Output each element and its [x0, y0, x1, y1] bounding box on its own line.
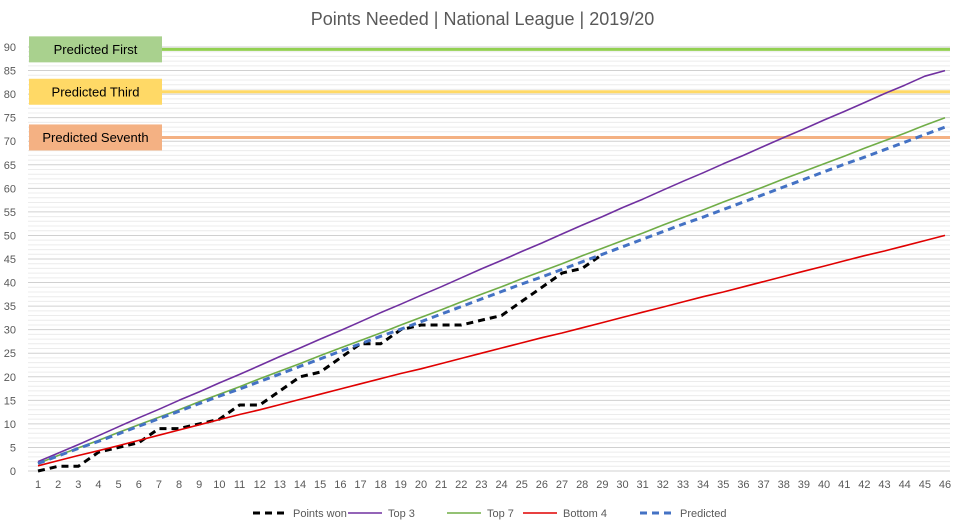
x-tick-label: 35 — [717, 479, 729, 491]
series-line — [37, 125, 946, 465]
y-tick-label: 5 — [10, 442, 16, 454]
x-tick-label: 22 — [455, 479, 467, 491]
x-tick-label: 9 — [196, 479, 202, 491]
x-tick-label: 42 — [858, 479, 870, 491]
y-tick-label: 15 — [4, 395, 16, 407]
x-tick-label: 26 — [536, 479, 548, 491]
x-tick-label: 27 — [556, 479, 568, 491]
x-tick-label: 43 — [878, 479, 890, 491]
x-tick-label: 28 — [576, 479, 588, 491]
series-line — [37, 234, 946, 467]
x-tick-label: 6 — [136, 479, 142, 491]
x-tick-label: 10 — [213, 479, 225, 491]
x-tick-label: 12 — [254, 479, 266, 491]
y-tick-label: 30 — [4, 325, 16, 337]
y-tick-label: 40 — [4, 278, 16, 290]
x-tick-label: 38 — [778, 479, 790, 491]
x-tick-label: 41 — [838, 479, 850, 491]
x-tick-label: 2 — [55, 479, 61, 491]
y-tick-label: 75 — [4, 113, 16, 125]
x-tick-label: 31 — [637, 479, 649, 491]
y-tick-label: 70 — [4, 136, 16, 148]
y-tick-label: 0 — [10, 466, 16, 478]
x-tick-label: 45 — [919, 479, 931, 491]
x-tick-label: 7 — [156, 479, 162, 491]
y-tick-label: 45 — [4, 254, 16, 266]
legend-label: Bottom 4 — [563, 508, 607, 520]
x-tick-label: 37 — [757, 479, 769, 491]
x-tick-label: 46 — [939, 479, 951, 491]
x-tick-label: 24 — [495, 479, 507, 491]
y-tick-label: 50 — [4, 230, 16, 242]
reference-lines: Predicted First Predicted Third Predicted … — [29, 36, 950, 151]
x-tick-label: 21 — [435, 479, 447, 491]
legend-label: Predicted — [680, 508, 726, 520]
x-tick-label: 23 — [475, 479, 487, 491]
gridlines — [28, 46, 950, 472]
y-tick-label: 80 — [4, 89, 16, 101]
legend-label: Top 7 — [487, 508, 514, 520]
x-tick-label: 44 — [899, 479, 911, 491]
legend-label: Points won — [293, 508, 347, 520]
y-tick-label: 25 — [4, 348, 16, 360]
x-tick-label: 30 — [616, 479, 628, 491]
chart-title: Points Needed | National League | 2019/2… — [310, 9, 655, 29]
x-tick-label: 39 — [798, 479, 810, 491]
x-tick-label: 4 — [95, 479, 101, 491]
x-tick-label: 13 — [274, 479, 286, 491]
x-tick-label: 3 — [75, 479, 81, 491]
reference-label-box — [29, 36, 162, 63]
x-tick-label: 20 — [415, 479, 427, 491]
reference-label-box — [29, 78, 162, 105]
reference-label: Predicted Seventh — [42, 130, 148, 145]
x-tick-label: 1 — [35, 479, 41, 491]
x-tick-label: 5 — [116, 479, 122, 491]
x-tick-label: 19 — [395, 479, 407, 491]
y-tick-label: 35 — [4, 301, 16, 313]
x-tick-label: 29 — [596, 479, 608, 491]
x-tick-label: 15 — [314, 479, 326, 491]
y-tick-label: 90 — [4, 42, 16, 54]
x-tick-label: 16 — [334, 479, 346, 491]
x-tick-label: 17 — [354, 479, 366, 491]
series-line — [37, 69, 946, 463]
x-tick-label: 32 — [657, 479, 669, 491]
x-tick-label: 25 — [516, 479, 528, 491]
x-tick-label: 33 — [677, 479, 689, 491]
series-line — [37, 253, 604, 473]
x-tick-label: 40 — [818, 479, 830, 491]
y-tick-label: 10 — [4, 419, 16, 431]
x-tick-label: 11 — [234, 479, 245, 491]
reference-label-box — [29, 124, 162, 151]
x-tick-label: 34 — [697, 479, 709, 491]
y-tick-label: 20 — [4, 372, 16, 384]
y-tick-label: 65 — [4, 160, 16, 172]
y-tick-label: 55 — [4, 207, 16, 219]
series-lines — [37, 69, 946, 473]
reference-label: Predicted First — [54, 42, 138, 57]
series-line — [37, 116, 946, 465]
x-tick-label: 36 — [737, 479, 749, 491]
legend-label: Top 3 — [388, 508, 415, 520]
legend: Points won Top 3 Top 7 Bottom 4 Predicted — [253, 508, 726, 520]
x-tick-label: 18 — [375, 479, 387, 491]
x-tick-label: 8 — [176, 479, 182, 491]
reference-label: Predicted Third — [52, 84, 140, 99]
y-tick-label: 60 — [4, 183, 16, 195]
y-tick-label: 85 — [4, 66, 16, 78]
x-tick-label: 14 — [294, 479, 306, 491]
